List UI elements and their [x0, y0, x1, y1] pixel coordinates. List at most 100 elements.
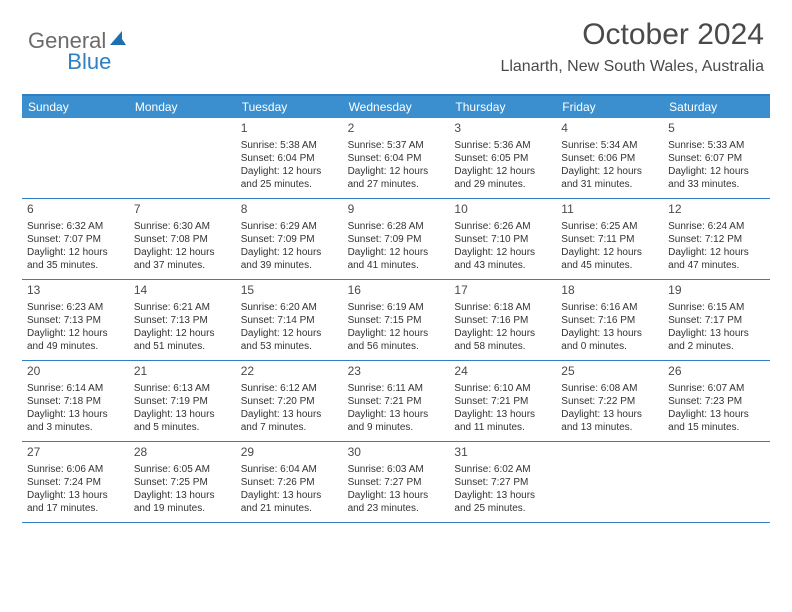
day-cell: 28Sunrise: 6:05 AMSunset: 7:25 PMDayligh… [129, 442, 236, 522]
day-cell: 8Sunrise: 6:29 AMSunset: 7:09 PMDaylight… [236, 199, 343, 279]
day-d1: Daylight: 12 hours [241, 327, 338, 340]
day-sr: Sunrise: 6:26 AM [454, 220, 551, 233]
day-d1: Daylight: 13 hours [454, 489, 551, 502]
day-sr: Sunrise: 6:10 AM [454, 382, 551, 395]
day-sr: Sunrise: 6:20 AM [241, 301, 338, 314]
day-sr: Sunrise: 5:36 AM [454, 139, 551, 152]
day-cell: 17Sunrise: 6:18 AMSunset: 7:16 PMDayligh… [449, 280, 556, 360]
day-header-fri: Friday [556, 96, 663, 118]
day-cell: 13Sunrise: 6:23 AMSunset: 7:13 PMDayligh… [22, 280, 129, 360]
day-d2: and 53 minutes. [241, 340, 338, 353]
day-d2: and 47 minutes. [668, 259, 765, 272]
day-sr: Sunrise: 5:38 AM [241, 139, 338, 152]
day-cell: 1Sunrise: 5:38 AMSunset: 6:04 PMDaylight… [236, 118, 343, 198]
day-number: 13 [27, 283, 124, 299]
day-sr: Sunrise: 6:05 AM [134, 463, 231, 476]
day-cell: 12Sunrise: 6:24 AMSunset: 7:12 PMDayligh… [663, 199, 770, 279]
day-cell: 6Sunrise: 6:32 AMSunset: 7:07 PMDaylight… [22, 199, 129, 279]
week-row: 13Sunrise: 6:23 AMSunset: 7:13 PMDayligh… [22, 280, 770, 361]
day-cell: 26Sunrise: 6:07 AMSunset: 7:23 PMDayligh… [663, 361, 770, 441]
day-ss: Sunset: 6:06 PM [561, 152, 658, 165]
day-ss: Sunset: 7:12 PM [668, 233, 765, 246]
day-sr: Sunrise: 6:19 AM [348, 301, 445, 314]
day-cell [663, 442, 770, 522]
day-number: 28 [134, 445, 231, 461]
day-sr: Sunrise: 6:25 AM [561, 220, 658, 233]
day-cell: 16Sunrise: 6:19 AMSunset: 7:15 PMDayligh… [343, 280, 450, 360]
day-ss: Sunset: 7:09 PM [241, 233, 338, 246]
day-d1: Daylight: 12 hours [561, 165, 658, 178]
day-ss: Sunset: 6:05 PM [454, 152, 551, 165]
day-number: 1 [241, 121, 338, 137]
day-ss: Sunset: 7:26 PM [241, 476, 338, 489]
day-cell: 29Sunrise: 6:04 AMSunset: 7:26 PMDayligh… [236, 442, 343, 522]
day-ss: Sunset: 7:23 PM [668, 395, 765, 408]
day-cell: 4Sunrise: 5:34 AMSunset: 6:06 PMDaylight… [556, 118, 663, 198]
day-number: 2 [348, 121, 445, 137]
day-sr: Sunrise: 6:07 AM [668, 382, 765, 395]
day-number: 8 [241, 202, 338, 218]
day-d1: Daylight: 12 hours [348, 246, 445, 259]
day-ss: Sunset: 7:24 PM [27, 476, 124, 489]
day-d1: Daylight: 13 hours [27, 408, 124, 421]
day-number: 25 [561, 364, 658, 380]
day-cell: 2 Sunrise: 5:37 AMSunset: 6:04 PMDaylight… [343, 118, 450, 198]
day-d2: and 45 minutes. [561, 259, 658, 272]
day-ss: Sunset: 7:16 PM [454, 314, 551, 327]
day-cell: 25Sunrise: 6:08 AMSunset: 7:22 PMDayligh… [556, 361, 663, 441]
day-ss: Sunset: 7:20 PM [241, 395, 338, 408]
day-cell [22, 118, 129, 198]
day-ss: Sunset: 7:10 PM [454, 233, 551, 246]
day-ss: Sunset: 7:14 PM [241, 314, 338, 327]
day-ss: Sunset: 7:21 PM [348, 395, 445, 408]
day-number: 30 [348, 445, 445, 461]
day-header-sat: Saturday [663, 96, 770, 118]
day-sr: Sunrise: 6:02 AM [454, 463, 551, 476]
day-d2: and 9 minutes. [348, 421, 445, 434]
day-number: 10 [454, 202, 551, 218]
day-sr: Sunrise: 6:15 AM [668, 301, 765, 314]
day-header-row: Sunday Monday Tuesday Wednesday Thursday… [22, 96, 770, 118]
day-ss: Sunset: 7:27 PM [348, 476, 445, 489]
day-sr: Sunrise: 6:30 AM [134, 220, 231, 233]
day-ss: Sunset: 6:07 PM [668, 152, 765, 165]
day-d1: Daylight: 12 hours [241, 246, 338, 259]
day-ss: Sunset: 6:04 PM [348, 152, 445, 165]
day-d1: Daylight: 12 hours [134, 246, 231, 259]
day-cell: 10Sunrise: 6:26 AMSunset: 7:10 PMDayligh… [449, 199, 556, 279]
day-number: 4 [561, 121, 658, 137]
day-cell: 5Sunrise: 5:33 AMSunset: 6:07 PMDaylight… [663, 118, 770, 198]
day-number: 16 [348, 283, 445, 299]
day-ss: Sunset: 7:11 PM [561, 233, 658, 246]
day-d2: and 5 minutes. [134, 421, 231, 434]
day-ss: Sunset: 7:18 PM [27, 395, 124, 408]
day-d1: Daylight: 12 hours [348, 327, 445, 340]
day-number: 19 [668, 283, 765, 299]
day-sr: Sunrise: 6:14 AM [27, 382, 124, 395]
day-number: 15 [241, 283, 338, 299]
day-number: 5 [668, 121, 765, 137]
week-row: 20Sunrise: 6:14 AMSunset: 7:18 PMDayligh… [22, 361, 770, 442]
day-d1: Daylight: 13 hours [241, 408, 338, 421]
day-d2: and 23 minutes. [348, 502, 445, 515]
day-cell: 11Sunrise: 6:25 AMSunset: 7:11 PMDayligh… [556, 199, 663, 279]
day-header-mon: Monday [129, 96, 236, 118]
day-d1: Daylight: 12 hours [561, 246, 658, 259]
day-d2: and 15 minutes. [668, 421, 765, 434]
day-ss: Sunset: 7:27 PM [454, 476, 551, 489]
day-d1: Daylight: 12 hours [348, 165, 445, 178]
day-ss: Sunset: 7:07 PM [27, 233, 124, 246]
day-sr: Sunrise: 6:28 AM [348, 220, 445, 233]
logo-text-blue: Blue [67, 49, 111, 75]
day-ss: Sunset: 7:19 PM [134, 395, 231, 408]
day-sr: Sunrise: 6:24 AM [668, 220, 765, 233]
day-d2: and 29 minutes. [454, 178, 551, 191]
week-row: 27Sunrise: 6:06 AMSunset: 7:24 PMDayligh… [22, 442, 770, 523]
day-number: 6 [27, 202, 124, 218]
location: Llanarth, New South Wales, Australia [500, 58, 764, 76]
week-row: 1Sunrise: 5:38 AMSunset: 6:04 PMDaylight… [22, 118, 770, 199]
header: General Blue October 2024 Llanarth, New … [0, 0, 792, 84]
day-ss: Sunset: 7:22 PM [561, 395, 658, 408]
day-sr: Sunrise: 5:37 AM [348, 139, 445, 152]
day-sr: Sunrise: 6:16 AM [561, 301, 658, 314]
